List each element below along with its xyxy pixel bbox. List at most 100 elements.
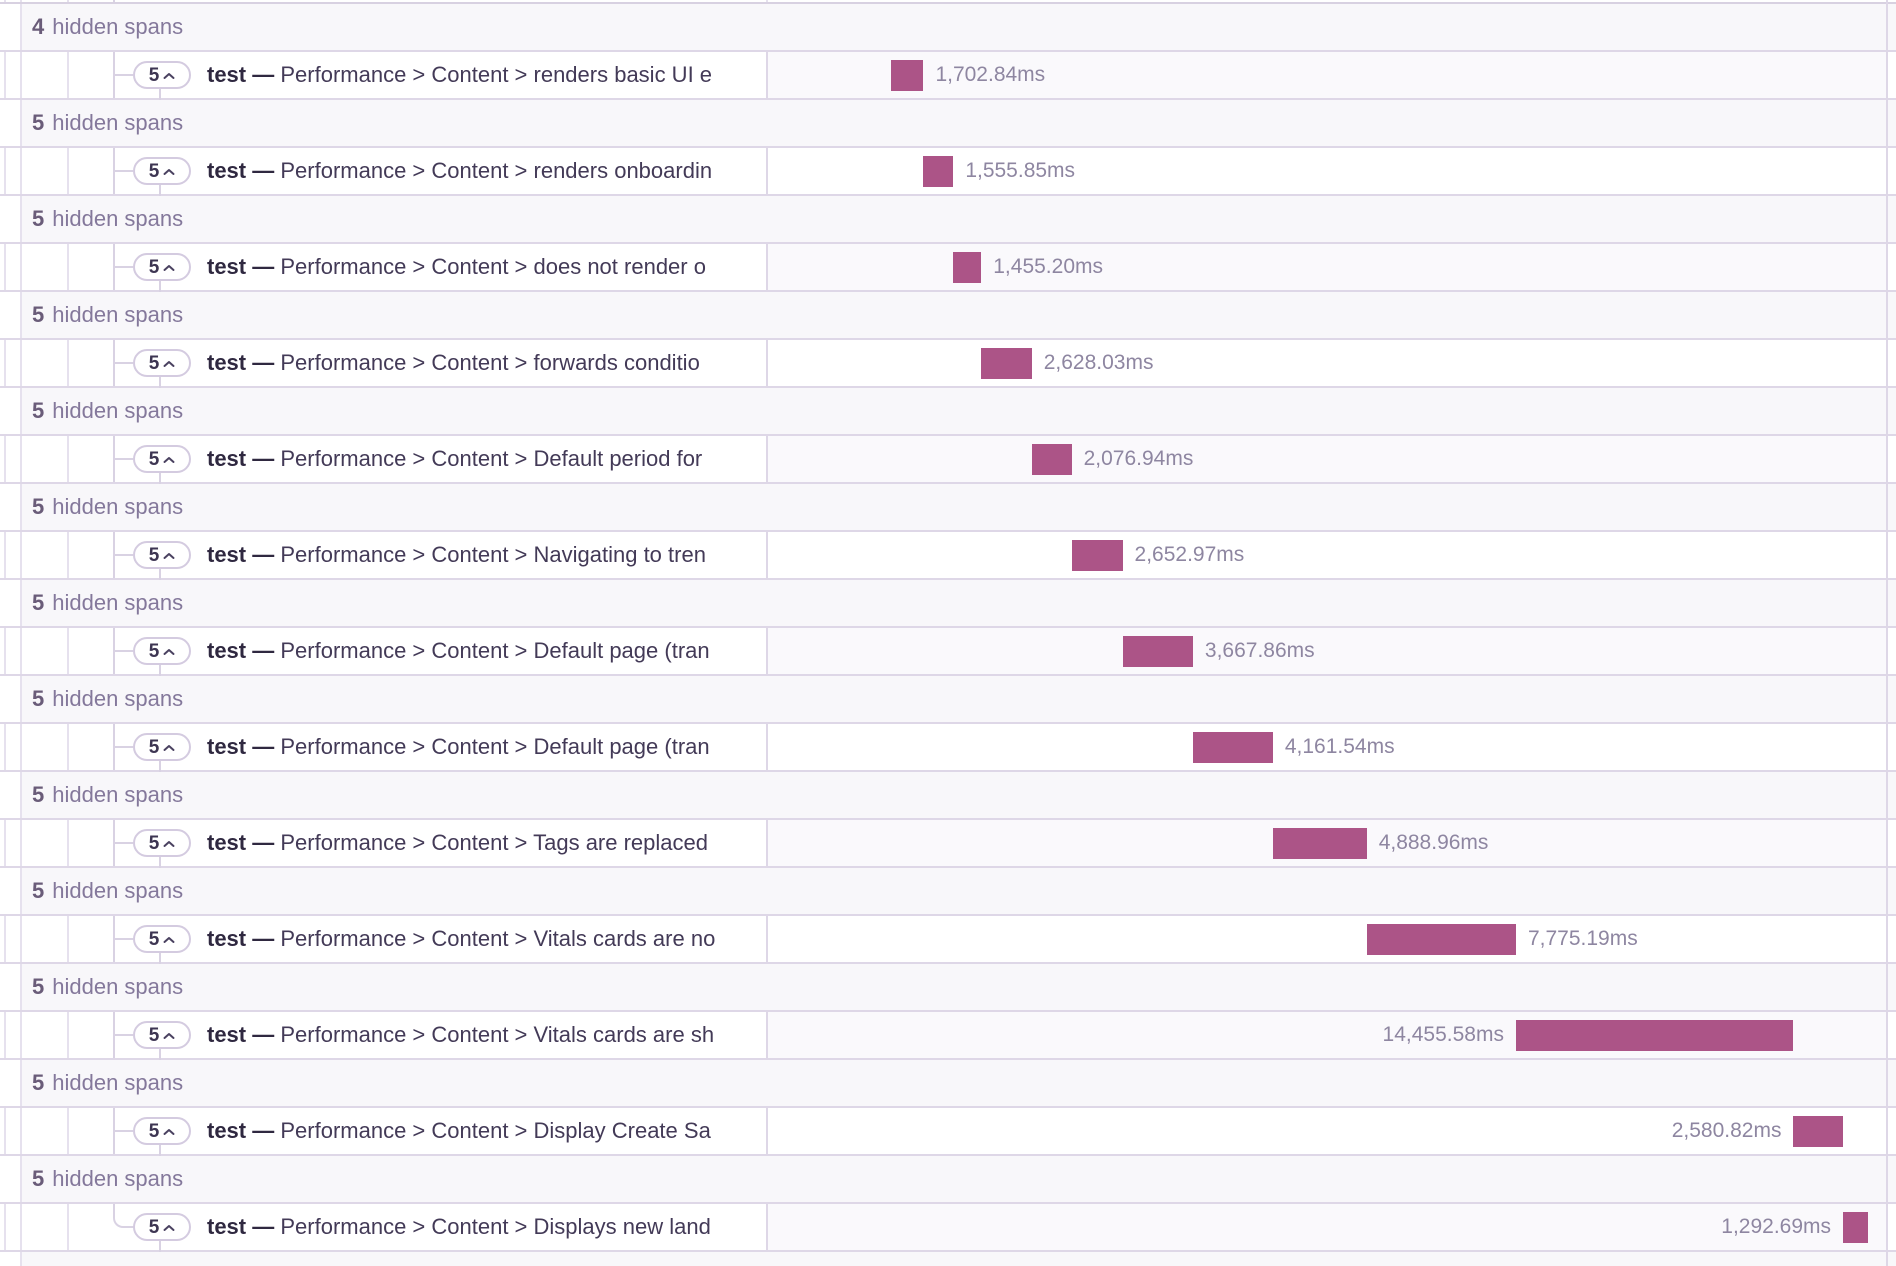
span-name: test — Performance > Content > Tags are … [207, 830, 708, 855]
span-op: test — [207, 62, 275, 87]
span-row[interactable]: 5 test — Performance > Content > Display … [0, 1108, 1896, 1156]
hidden-spans-row[interactable]: 5 hidden spans [0, 868, 1896, 916]
span-row[interactable]: 5 test — Performance > Content > Default … [0, 628, 1896, 676]
column-divider [4, 532, 6, 578]
span-toggle-badge[interactable]: 5 [133, 829, 191, 857]
tree-connector [159, 1049, 161, 1060]
column-divider [20, 820, 22, 866]
span-row[interactable]: 5 test — Performance > Content > Default … [0, 724, 1896, 772]
span-duration-bar[interactable] [1122, 636, 1193, 667]
span-op: test — [207, 1022, 275, 1047]
hidden-spans-row[interactable]: 5 hidden spans [0, 292, 1896, 340]
row-left-edge [0, 292, 20, 338]
span-duration-bar[interactable] [923, 156, 954, 187]
hidden-spans-row[interactable]: 5 hidden spans [0, 964, 1896, 1012]
span-toggle-badge[interactable]: 5 [133, 157, 191, 185]
span-toggle-badge[interactable]: 5 [133, 253, 191, 281]
span-duration-bar[interactable] [1366, 924, 1516, 955]
span-op: test — [207, 446, 275, 471]
span-duration-bar[interactable] [1031, 444, 1072, 475]
column-divider [67, 724, 69, 770]
row-left-edge [0, 100, 20, 146]
span-waterfall-cell: 1,455.20ms [766, 244, 1886, 290]
column-divider [20, 916, 22, 962]
span-toggle-badge[interactable]: 5 [133, 1117, 191, 1145]
span-children-count: 5 [148, 448, 160, 470]
span-duration-bar[interactable] [953, 252, 982, 283]
span-duration-bar[interactable] [1071, 540, 1123, 571]
chevron-up-icon [163, 71, 175, 80]
span-duration-label: 2,652.97ms [1134, 543, 1245, 566]
span-row[interactable]: 5 test — Performance > Content > Vitals c… [0, 1012, 1896, 1060]
span-duration-bar[interactable] [890, 60, 924, 91]
column-divider [67, 436, 69, 482]
span-duration-bar[interactable] [981, 348, 1032, 379]
span-duration-bar[interactable] [1843, 1212, 1868, 1243]
span-op: test — [207, 350, 275, 375]
column-divider [67, 148, 69, 194]
chevron-up-icon [163, 1127, 175, 1136]
span-row[interactable]: 5 test — Performance > Content > Tags are… [0, 820, 1896, 868]
hidden-spans-row[interactable]: 5 hidden spans [0, 388, 1896, 436]
span-toggle-badge[interactable]: 5 [133, 733, 191, 761]
span-duration-label: 2,076.94ms [1083, 447, 1194, 470]
span-duration-bar[interactable] [1515, 1020, 1794, 1051]
span-toggle-badge[interactable]: 5 [133, 445, 191, 473]
span-row[interactable]: 5 test — Performance > Content > renders … [0, 52, 1896, 100]
hidden-spans-row[interactable]: 4 hidden spans [0, 4, 1896, 52]
span-duration-bar[interactable] [1272, 828, 1367, 859]
span-name: test — Performance > Content > does not … [207, 254, 706, 279]
column-divider [4, 1108, 6, 1154]
span-row[interactable]: 5 test — Performance > Content > does not… [0, 244, 1896, 292]
hidden-spans-count: 5 [32, 878, 45, 903]
column-divider [20, 676, 22, 722]
column-divider [20, 4, 22, 50]
hidden-spans-label: 5 hidden spans [32, 782, 184, 807]
span-row[interactable]: 5 test — Performance > Content > Navigati… [0, 532, 1896, 580]
span-toggle-badge[interactable]: 5 [133, 925, 191, 953]
column-divider [4, 628, 6, 674]
hidden-spans-row[interactable]: 5 hidden spans [0, 580, 1896, 628]
name-waterfall-divider [766, 0, 768, 2]
span-waterfall-cell: 2,652.97ms [766, 532, 1886, 578]
column-divider [20, 580, 22, 626]
span-children-count: 5 [148, 1024, 160, 1046]
chevron-up-icon [163, 839, 175, 848]
span-toggle-badge[interactable]: 5 [133, 61, 191, 89]
span-toggle-badge[interactable]: 5 [133, 637, 191, 665]
span-waterfall-cell: 4,888.96ms [766, 820, 1886, 866]
span-row[interactable]: 5 test — Performance > Content > Default … [0, 436, 1896, 484]
chevron-up-icon [163, 1031, 175, 1040]
hidden-spans-row[interactable]: 5 hidden spans [0, 196, 1896, 244]
chevron-up-icon [163, 263, 175, 272]
column-divider [20, 292, 22, 338]
span-duration-label: 1,455.20ms [993, 255, 1103, 278]
span-toggle-badge[interactable]: 5 [133, 349, 191, 377]
hidden-spans-row[interactable]: 5 hidden spans [0, 1156, 1896, 1204]
span-toggle-badge[interactable]: 5 [133, 541, 191, 569]
hidden-spans-label: 5 hidden spans [32, 206, 184, 231]
span-duration-bar[interactable] [1793, 1116, 1844, 1147]
row-left-edge [0, 196, 20, 242]
hidden-spans-row[interactable]: 5 hidden spans [0, 676, 1896, 724]
span-row[interactable]: 5 test — Performance > Content > renders … [0, 148, 1896, 196]
span-children-count: 5 [148, 736, 160, 758]
chevron-up-icon [163, 167, 175, 176]
column-divider [67, 820, 69, 866]
span-row[interactable]: 5 test — Performance > Content > Vitals c… [0, 916, 1896, 964]
span-toggle-badge[interactable]: 5 [133, 1213, 191, 1241]
hidden-spans-label: 5 hidden spans [32, 110, 184, 135]
span-duration-label: 1,555.85ms [965, 159, 1076, 182]
span-waterfall-track: 1,292.69ms [770, 1204, 1886, 1250]
hidden-spans-row[interactable]: 5 hidden spans [0, 1060, 1896, 1108]
hidden-spans-row[interactable]: 5 hidden spans [0, 100, 1896, 148]
span-toggle-badge[interactable]: 5 [133, 1021, 191, 1049]
span-row[interactable]: 5 test — Performance > Content > forwards… [0, 340, 1896, 388]
span-duration-bar[interactable] [1192, 732, 1273, 763]
hidden-spans-row[interactable]: 5 hidden spans [0, 772, 1896, 820]
hidden-spans-row[interactable]: 5 hidden spans [0, 484, 1896, 532]
span-row[interactable]: 5 test — Performance > Content > Displays… [0, 1204, 1896, 1252]
column-divider [20, 148, 22, 194]
span-op: test — [207, 1118, 275, 1143]
chevron-up-icon [163, 743, 175, 752]
